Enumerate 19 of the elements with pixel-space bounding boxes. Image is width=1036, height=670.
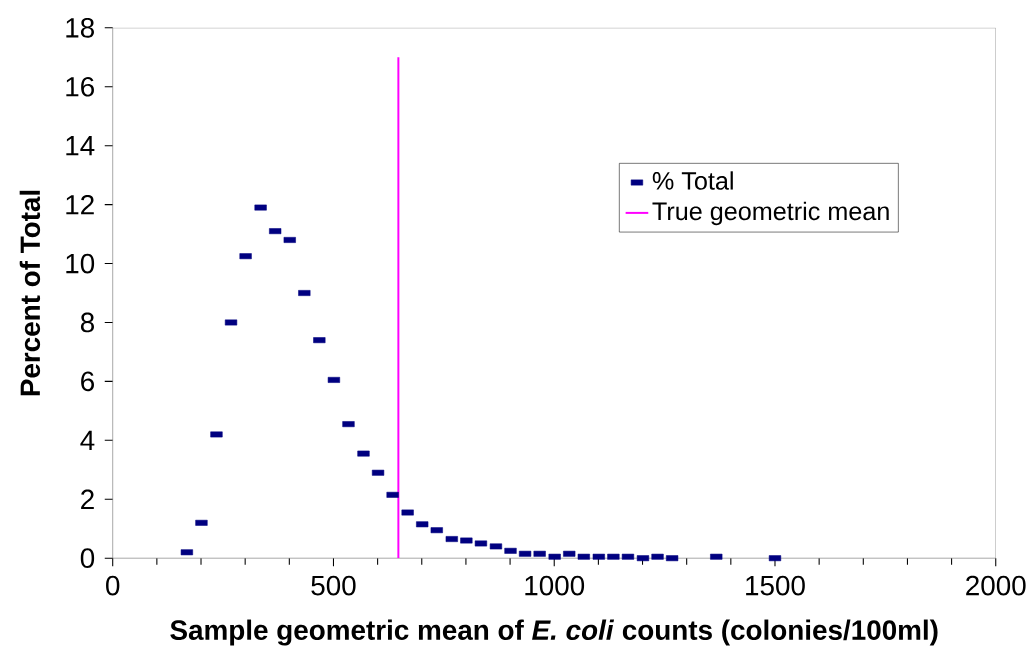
y-tick-label: 16 [66, 77, 94, 97]
y-tick-label: 18 [66, 18, 94, 38]
legend-label: True geometric mean [652, 201, 889, 226]
legend-label: % Total [652, 171, 733, 191]
x-tick-label: 1000 [525, 575, 585, 596]
y-tick-label: 14 [66, 136, 95, 156]
y-tick-label: 8 [80, 312, 94, 333]
y-axis-title: Percent of Total [19, 191, 41, 396]
x-tick-label: 1500 [746, 575, 805, 596]
x-tick-label: 0 [106, 575, 120, 596]
x-tick-label: 2000 [966, 575, 1026, 596]
y-tick-label: 2 [81, 489, 94, 510]
y-tick-label: 6 [81, 371, 94, 392]
x-tick-label: 500 [311, 575, 356, 596]
y-tick-label: 4 [80, 430, 95, 451]
x-axis-title: Sample geometric mean of E. coli counts (colonies/100ml) [170, 619, 938, 646]
y-tick-label: 10 [66, 253, 95, 274]
y-tick-label: 0 [80, 548, 95, 569]
y-tick-label: 12 [66, 195, 94, 215]
